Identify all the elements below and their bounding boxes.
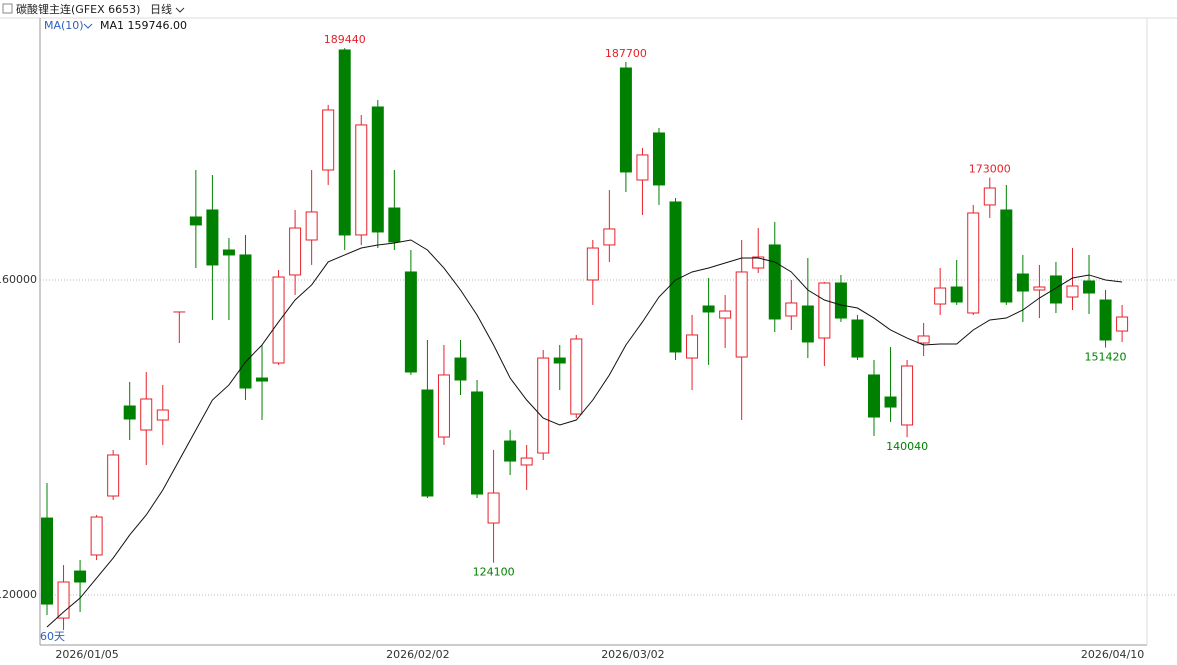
candle-body bbox=[1099, 299, 1112, 341]
candle-body bbox=[983, 187, 996, 206]
x-tick-label: 2026/03/02 bbox=[601, 648, 664, 661]
candle-body bbox=[1000, 209, 1013, 303]
candle-body bbox=[1016, 273, 1029, 292]
candle-body bbox=[570, 338, 583, 415]
candle-body bbox=[1033, 286, 1046, 291]
candle-body bbox=[454, 357, 467, 381]
candle-body bbox=[619, 67, 632, 173]
low-label: 124100 bbox=[473, 566, 515, 579]
candle-body bbox=[934, 287, 947, 305]
candle-body bbox=[901, 365, 914, 426]
high-label: 189440 bbox=[324, 33, 366, 46]
candle-body bbox=[686, 334, 699, 359]
candle-body bbox=[404, 271, 417, 373]
candle-body bbox=[338, 49, 351, 236]
candle-body bbox=[967, 212, 980, 314]
candle-body bbox=[801, 305, 814, 343]
candle-body bbox=[1116, 316, 1129, 332]
candle-body bbox=[57, 581, 70, 619]
candle-body bbox=[289, 227, 302, 276]
candle-body bbox=[868, 374, 880, 418]
candle-body bbox=[107, 454, 120, 497]
indicator[interactable]: MA(10) bbox=[44, 19, 84, 32]
candle-body bbox=[834, 282, 847, 319]
candle-body bbox=[917, 335, 930, 344]
candle-body bbox=[206, 209, 219, 266]
candle-body bbox=[785, 302, 798, 317]
low-label: 151420 bbox=[1085, 351, 1127, 364]
candle-body bbox=[471, 391, 484, 495]
ma-label: MA1 159746.00 bbox=[100, 19, 187, 32]
ma-line bbox=[46, 239, 1123, 628]
y-tick-label: 120000 bbox=[0, 588, 37, 601]
footer-label: 60天 bbox=[40, 630, 65, 643]
candle-body bbox=[388, 207, 401, 243]
candle-body bbox=[553, 357, 566, 364]
x-tick-label: 2026/04/10 bbox=[1081, 648, 1144, 661]
candle-body bbox=[586, 247, 599, 281]
candle-body bbox=[504, 440, 517, 462]
candle-body bbox=[520, 457, 533, 466]
candle-body bbox=[1049, 275, 1062, 304]
candle-body bbox=[272, 276, 285, 364]
candle-body bbox=[305, 211, 318, 241]
candle-body bbox=[140, 398, 153, 431]
candle-body bbox=[123, 405, 136, 420]
high-label: 187700 bbox=[605, 47, 647, 60]
candle-body bbox=[487, 492, 500, 524]
candle-body bbox=[371, 106, 384, 233]
candle-body bbox=[735, 271, 748, 358]
candle-body bbox=[421, 389, 434, 497]
candle-body bbox=[355, 124, 368, 236]
candle-body bbox=[256, 377, 269, 382]
candle-body bbox=[322, 109, 335, 171]
candle-body bbox=[818, 282, 831, 339]
candle-body bbox=[652, 132, 665, 186]
candle-body bbox=[90, 516, 103, 556]
candle-body bbox=[74, 570, 87, 583]
candle-body bbox=[884, 396, 897, 408]
candle-body bbox=[851, 319, 864, 358]
candle-body bbox=[669, 201, 682, 353]
symbol: 碳酸锂主连(GFEX 6653) bbox=[16, 2, 140, 16]
candle-body bbox=[636, 154, 649, 181]
high-label: 173000 bbox=[969, 163, 1011, 176]
candle-body bbox=[222, 249, 235, 256]
candle-body bbox=[1083, 280, 1096, 294]
candle-body bbox=[156, 409, 169, 421]
x-tick-label: 2026/01/05 bbox=[55, 648, 118, 661]
y-tick-label: 160000 bbox=[0, 273, 37, 286]
candle-body bbox=[950, 286, 963, 303]
x-tick-label: 2026/02/02 bbox=[386, 648, 449, 661]
candle-body bbox=[1066, 285, 1079, 298]
candle-body bbox=[702, 305, 715, 313]
candle-body bbox=[239, 254, 252, 389]
candle-body bbox=[437, 374, 450, 438]
chevron bbox=[175, 7, 185, 13]
candle-body bbox=[768, 244, 781, 320]
candle-body bbox=[603, 228, 616, 246]
candle-body bbox=[41, 517, 53, 605]
candle-body bbox=[719, 310, 732, 319]
low-label: 140040 bbox=[886, 440, 928, 453]
candle-body bbox=[752, 256, 765, 269]
candle-body bbox=[537, 357, 550, 454]
period[interactable]: 日线 bbox=[150, 2, 172, 16]
chevron bbox=[83, 23, 93, 29]
candle-body bbox=[189, 216, 202, 226]
icon bbox=[2, 3, 13, 14]
